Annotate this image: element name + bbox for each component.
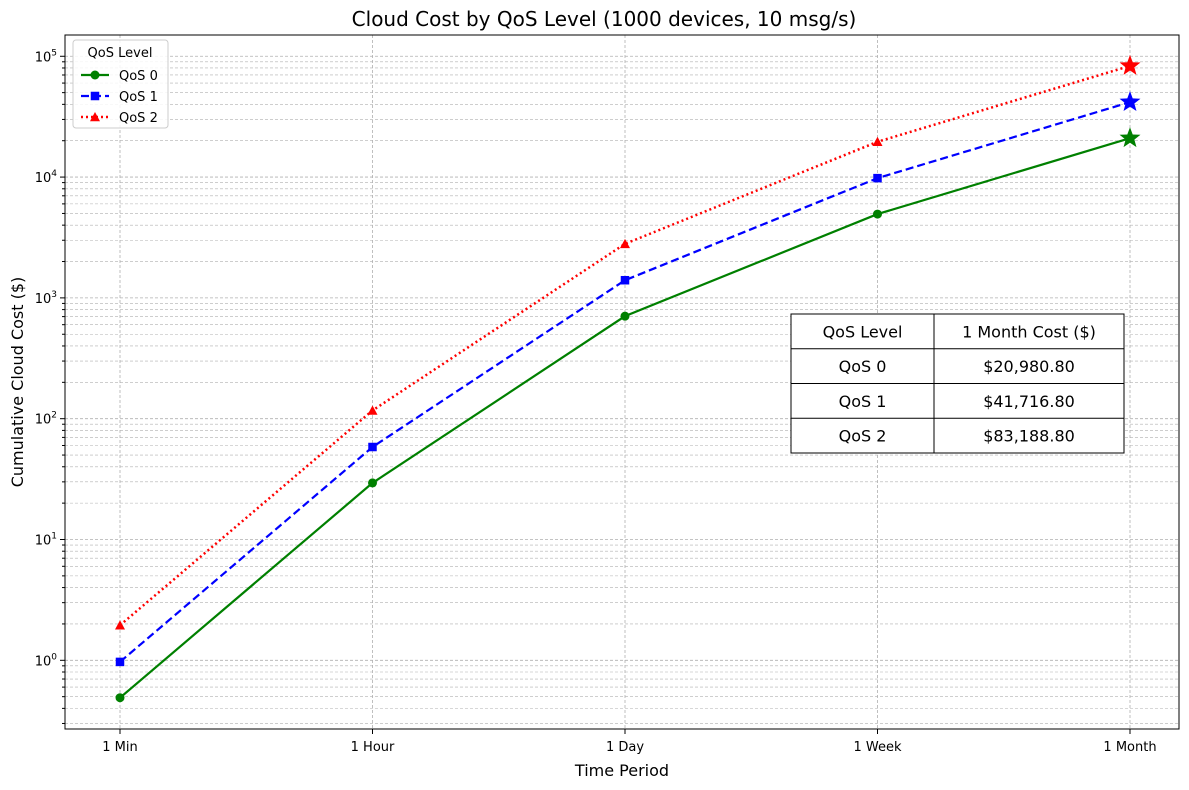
data-point — [368, 442, 377, 452]
x-tick-label: 1 Week — [853, 740, 901, 755]
cost-table: QoS Level 1 Month Cost ($) QoS 0 $20,980.80… — [790, 313, 1125, 454]
data-point — [620, 311, 630, 321]
y-tick-label: 104 — [35, 169, 58, 186]
series-line — [119, 101, 1131, 663]
table-cell: QoS 1 — [839, 392, 887, 411]
y-axis-label: Cumulative Cloud Cost ($) — [8, 277, 27, 488]
legend-marker — [90, 70, 100, 80]
table-cell: $41,716.80 — [983, 392, 1075, 411]
x-tick-label: 1 Min — [102, 740, 137, 755]
data-point — [872, 136, 883, 147]
data-point — [115, 657, 125, 667]
legend-title: QoS Level — [88, 46, 153, 61]
data-point — [115, 620, 125, 630]
x-axis-label: Time Period — [574, 761, 669, 780]
table-cell: QoS 2 — [839, 427, 887, 446]
legend-entry: QoS 2 — [119, 111, 158, 126]
series-line — [119, 64, 1131, 627]
table-cell: $83,188.80 — [983, 427, 1075, 446]
legend-entry: QoS 0 — [119, 69, 158, 84]
y-tick-label: 100 — [35, 652, 58, 669]
data-point — [368, 478, 377, 488]
y-tick-label: 101 — [35, 531, 57, 548]
legend-marker — [90, 91, 100, 101]
data-point — [115, 693, 125, 703]
legend-box — [72, 39, 169, 129]
series-qos-0 — [115, 127, 1141, 703]
data-point — [620, 275, 630, 285]
table-cell: QoS 0 — [839, 357, 887, 376]
series-lines — [115, 54, 1141, 703]
end-star-marker — [1119, 127, 1141, 148]
end-star-marker — [1119, 54, 1141, 75]
legend-marker — [90, 112, 100, 122]
data-point — [873, 209, 882, 219]
axis-ticks: 1 Min 1 Hour 1 Day 1 Week 1 Month 100 101 102 10… — [35, 48, 1157, 755]
y-tick-label: 102 — [35, 411, 57, 428]
chart-title: Cloud Cost by QoS Level (1000 devices, 1… — [352, 7, 857, 31]
x-tick-label: 1 Month — [1103, 740, 1156, 755]
table-header-cell: QoS Level — [823, 322, 903, 341]
data-point — [620, 238, 630, 249]
data-point — [873, 173, 882, 183]
y-tick-label: 105 — [35, 48, 57, 65]
y-tick-label: 103 — [35, 290, 57, 307]
series-qos-1 — [115, 91, 1141, 667]
legend: QoS Level QoS 0 QoS 1 QoS 2 — [72, 39, 169, 129]
x-tick-label: 1 Day — [606, 740, 644, 755]
table-header-cell: 1 Month Cost ($) — [962, 322, 1096, 341]
x-tick-label: 1 Hour — [351, 740, 395, 755]
series-qos-2 — [115, 54, 1141, 630]
table-cell: $20,980.80 — [983, 357, 1075, 376]
end-star-marker — [1119, 91, 1141, 112]
legend-entry: QoS 1 — [119, 90, 158, 105]
data-point — [367, 405, 378, 415]
